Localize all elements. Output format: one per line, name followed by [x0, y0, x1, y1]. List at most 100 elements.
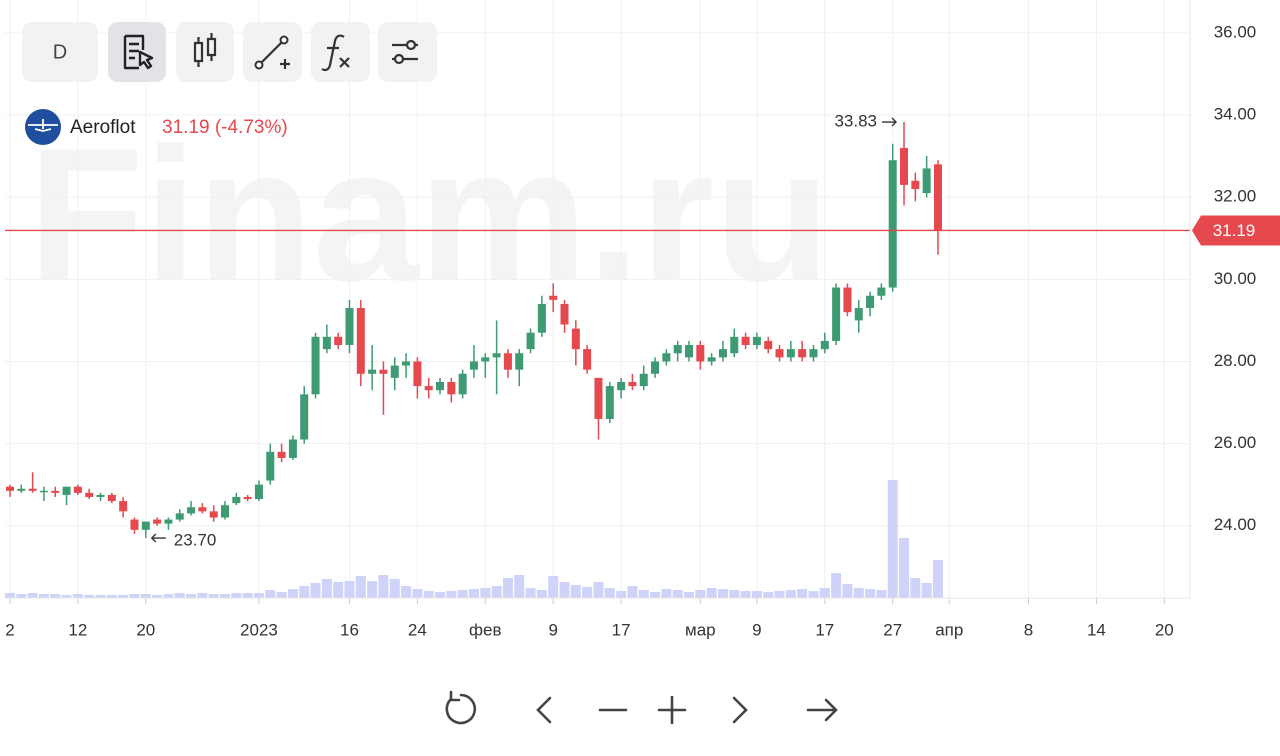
settings-button[interactable]	[378, 22, 437, 82]
candle-body	[605, 386, 614, 419]
candle-body	[764, 340, 773, 350]
candle-body	[832, 287, 841, 341]
volume-bar	[514, 575, 525, 598]
candle-body	[696, 345, 705, 362]
candle-body	[334, 336, 343, 346]
candle-body	[617, 381, 626, 391]
volume-bar	[480, 588, 491, 598]
indicators-button[interactable]	[311, 22, 370, 82]
zoom-in-button[interactable]	[657, 695, 687, 725]
last-price-label: 31.19	[1213, 221, 1256, 240]
last-price-tag	[1192, 215, 1280, 246]
y-tick-label: 26.00	[1214, 433, 1257, 452]
volume-bar	[695, 590, 706, 598]
y-tick-label: 30.00	[1214, 269, 1257, 288]
back-button[interactable]	[536, 696, 552, 724]
volume-bar	[593, 582, 604, 598]
candle-body	[187, 507, 196, 514]
candle-body	[662, 353, 671, 362]
x-tick-label: 16	[340, 620, 359, 639]
volume-bar	[774, 591, 785, 598]
volume-bar	[174, 593, 185, 598]
x-tick-label: 9	[548, 620, 557, 639]
y-tick-label: 34.00	[1214, 105, 1257, 124]
settings-knob	[405, 39, 417, 51]
volume-bar	[310, 583, 321, 598]
candle-body	[311, 336, 320, 395]
volume-bar	[355, 576, 366, 598]
volume-bar	[50, 594, 61, 598]
candle-body	[447, 381, 456, 395]
volume-bar	[435, 592, 446, 598]
volume-bar	[446, 591, 457, 598]
volume-bar	[763, 592, 774, 598]
draw-icon-dot	[254, 60, 264, 70]
volume-bar	[876, 590, 887, 598]
candle-body	[73, 486, 82, 493]
interval-button[interactable]	[22, 22, 98, 82]
candle-body	[843, 287, 852, 313]
x-tick-label: фев	[469, 620, 501, 639]
candle-body	[639, 373, 648, 387]
candle-body	[775, 349, 784, 358]
x-tick-label: 27	[883, 620, 902, 639]
candle-body	[537, 303, 546, 333]
toolbar: D	[22, 22, 437, 82]
volume-bar	[84, 595, 95, 598]
indicators-icon	[321, 34, 350, 72]
chart-title: Aeroflot	[70, 117, 136, 138]
volume-bar	[650, 592, 661, 598]
x-tick-label: 14	[1087, 620, 1106, 639]
y-tick-label: 32.00	[1214, 187, 1257, 206]
volume-bar	[683, 592, 694, 598]
legend: Aeroflot 31.19 (-4.73%)	[25, 109, 288, 145]
candle-body	[232, 496, 241, 504]
volume-bar	[27, 593, 38, 598]
candle-body	[809, 349, 818, 358]
latest-button[interactable]	[806, 698, 838, 722]
volume-bar	[751, 591, 762, 598]
candle-body	[481, 357, 490, 362]
candle-body	[730, 336, 739, 354]
volume-bar	[740, 591, 751, 598]
candle-body	[51, 490, 60, 493]
price-change: 31.19 (-4.73%)	[162, 117, 288, 138]
forward-button[interactable]	[732, 696, 748, 724]
volume-bar	[61, 595, 72, 598]
reset-button[interactable]	[445, 690, 477, 725]
candle-body	[266, 451, 275, 481]
candle-body	[368, 369, 377, 374]
volume-bar	[604, 588, 615, 598]
volume-bar	[831, 573, 842, 598]
settings-knob	[393, 53, 405, 65]
plot: 33.83 23.70	[4, 0, 1190, 604]
navigation	[445, 690, 838, 725]
volume-bar	[729, 590, 740, 598]
candle-body	[322, 336, 331, 350]
candle-body	[684, 345, 693, 358]
watermark: Finam.ru	[28, 109, 830, 321]
volume-bar	[276, 592, 287, 598]
candle-body	[221, 505, 230, 518]
volume-bar	[570, 585, 581, 598]
y-tick-label: 36.00	[1214, 22, 1257, 41]
x-tick-label: 17	[612, 620, 631, 639]
volume-bar	[672, 590, 683, 598]
volume-bar	[899, 538, 910, 598]
candle-body	[198, 507, 207, 512]
volume-bar	[502, 578, 513, 598]
volume-bar	[491, 586, 502, 598]
volume-bar	[910, 578, 921, 598]
candle-body	[153, 519, 162, 524]
volume-bar	[525, 588, 536, 598]
volume-bar	[616, 591, 627, 598]
x-tick-label: 20	[1155, 620, 1174, 639]
candles-button[interactable]	[176, 22, 234, 82]
volume-bar	[4, 593, 15, 598]
candle-body	[28, 488, 37, 491]
candle-body	[175, 513, 184, 520]
candle-body	[526, 332, 535, 350]
candle-body	[17, 488, 26, 491]
candle-body	[62, 486, 71, 495]
